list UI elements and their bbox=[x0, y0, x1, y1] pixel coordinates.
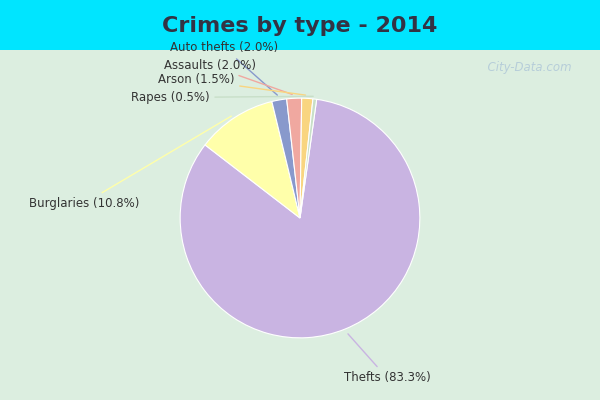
Wedge shape bbox=[300, 99, 317, 218]
Text: Auto thefts (2.0%): Auto thefts (2.0%) bbox=[170, 41, 278, 95]
Wedge shape bbox=[180, 99, 420, 338]
Wedge shape bbox=[272, 99, 300, 218]
Wedge shape bbox=[287, 98, 302, 218]
Text: Thefts (83.3%): Thefts (83.3%) bbox=[344, 334, 431, 384]
Text: Arson (1.5%): Arson (1.5%) bbox=[158, 74, 305, 95]
Text: Burglaries (10.8%): Burglaries (10.8%) bbox=[29, 116, 232, 210]
Wedge shape bbox=[205, 102, 300, 218]
Text: Crimes by type - 2014: Crimes by type - 2014 bbox=[163, 16, 437, 36]
Text: Assaults (2.0%): Assaults (2.0%) bbox=[164, 59, 292, 94]
Text: Rapes (0.5%): Rapes (0.5%) bbox=[131, 91, 313, 104]
Text: City-Data.com: City-Data.com bbox=[480, 62, 572, 74]
Wedge shape bbox=[300, 98, 313, 218]
